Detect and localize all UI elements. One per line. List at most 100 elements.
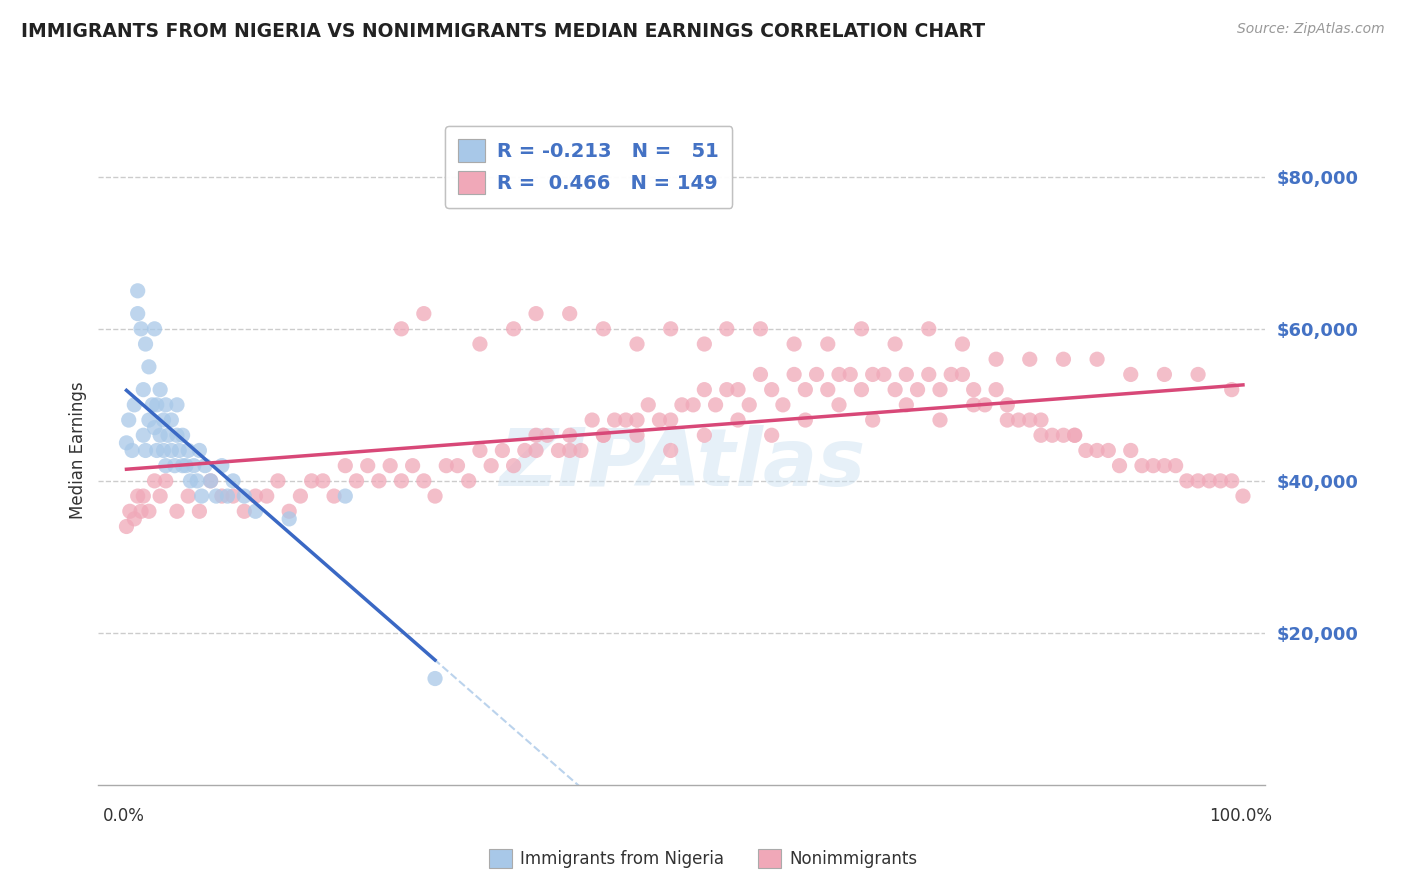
Legend: Immigrants from Nigeria, Nonimmigrants: Immigrants from Nigeria, Nonimmigrants	[482, 842, 924, 875]
Point	[129, 504, 152, 518]
Point	[862, 368, 884, 382]
Point	[172, 458, 194, 473]
Point	[558, 307, 581, 321]
Point	[121, 443, 143, 458]
Point	[163, 458, 186, 473]
Point	[1040, 428, 1063, 442]
Point	[592, 428, 614, 442]
Point	[1142, 458, 1164, 473]
Point	[727, 413, 749, 427]
Point	[659, 413, 682, 427]
Point	[222, 474, 245, 488]
Point	[995, 398, 1018, 412]
Point	[1119, 368, 1142, 382]
Point	[929, 383, 952, 397]
Point	[761, 383, 783, 397]
Point	[828, 368, 851, 382]
Point	[524, 428, 547, 442]
Point	[135, 443, 157, 458]
Point	[929, 413, 952, 427]
Point	[918, 322, 941, 336]
Point	[138, 504, 160, 518]
Point	[626, 337, 648, 351]
Point	[152, 413, 174, 427]
Point	[1097, 443, 1119, 458]
Point	[873, 368, 896, 382]
Point	[188, 504, 211, 518]
Point	[1074, 443, 1097, 458]
Point	[626, 413, 648, 427]
Point	[346, 474, 368, 488]
Point	[817, 337, 839, 351]
Point	[389, 474, 412, 488]
Point	[143, 420, 166, 434]
Point	[412, 474, 434, 488]
Text: ZIPAtlas: ZIPAtlas	[499, 425, 865, 503]
Legend: R = -0.213   N =   51, R =  0.466   N = 149: R = -0.213 N = 51, R = 0.466 N = 149	[444, 126, 733, 208]
Point	[132, 383, 155, 397]
Y-axis label: Median Earnings: Median Earnings	[69, 382, 87, 519]
Point	[149, 383, 172, 397]
Point	[1029, 428, 1052, 442]
Point	[716, 383, 738, 397]
Point	[1085, 443, 1108, 458]
Point	[138, 413, 160, 427]
Point	[783, 368, 806, 382]
Point	[1187, 474, 1209, 488]
Point	[446, 458, 468, 473]
Point	[312, 474, 335, 488]
Point	[558, 428, 581, 442]
Point	[727, 383, 749, 397]
Point	[211, 458, 233, 473]
Point	[115, 435, 138, 450]
Point	[278, 504, 301, 518]
Point	[1164, 458, 1187, 473]
Point	[401, 458, 423, 473]
Point	[884, 383, 907, 397]
Point	[962, 383, 984, 397]
Point	[884, 337, 907, 351]
Point	[127, 284, 149, 298]
Point	[423, 489, 446, 503]
Point	[1018, 352, 1040, 367]
Point	[671, 398, 693, 412]
Point	[118, 413, 141, 427]
Point	[434, 458, 457, 473]
Point	[794, 383, 817, 397]
Text: 100.0%: 100.0%	[1209, 807, 1272, 825]
Point	[693, 428, 716, 442]
Text: 0.0%: 0.0%	[103, 807, 145, 825]
Point	[186, 474, 208, 488]
Point	[1232, 489, 1254, 503]
Point	[124, 512, 146, 526]
Point	[1029, 413, 1052, 427]
Point	[952, 337, 974, 351]
Point	[177, 489, 200, 503]
Point	[693, 383, 716, 397]
Point	[558, 443, 581, 458]
Point	[1007, 413, 1029, 427]
Point	[839, 368, 862, 382]
Point	[149, 428, 172, 442]
Point	[256, 489, 278, 503]
Point	[1108, 458, 1130, 473]
Point	[1052, 352, 1074, 367]
Point	[267, 474, 290, 488]
Point	[659, 322, 682, 336]
Point	[138, 359, 160, 374]
Point	[749, 368, 772, 382]
Point	[749, 322, 772, 336]
Point	[155, 474, 177, 488]
Point	[1018, 413, 1040, 427]
Point	[962, 398, 984, 412]
Point	[1220, 474, 1243, 488]
Point	[200, 474, 222, 488]
Point	[896, 398, 918, 412]
Point	[166, 428, 188, 442]
Point	[412, 307, 434, 321]
Point	[217, 489, 239, 503]
Point	[828, 398, 851, 412]
Point	[211, 489, 233, 503]
Point	[278, 512, 301, 526]
Point	[581, 413, 603, 427]
